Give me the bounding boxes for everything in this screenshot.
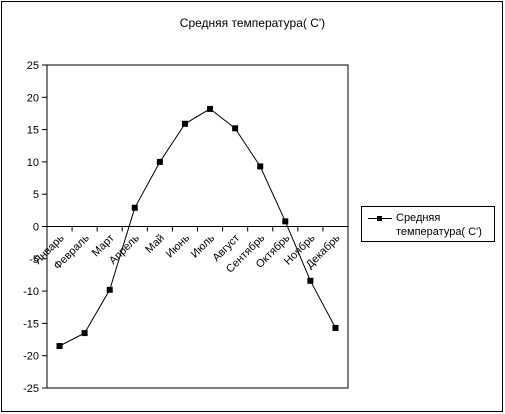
data-point-marker (156, 158, 163, 165)
y-tick-label: -20 (23, 351, 39, 363)
data-point-marker (282, 218, 289, 225)
data-point-marker (181, 120, 188, 127)
y-tick-label: 15 (27, 125, 39, 137)
legend-label: Средняя температура( С') (396, 212, 482, 238)
data-point-marker (106, 286, 113, 293)
series-line (59, 108, 336, 347)
data-point-marker (56, 343, 63, 350)
y-tick-label: -25 (23, 383, 39, 395)
legend: Средняя температура( С') (361, 206, 495, 242)
data-point-marker (81, 330, 88, 337)
y-tick-label: 5 (33, 189, 39, 201)
data-point-marker (307, 277, 314, 284)
data-point-marker (257, 163, 264, 170)
y-axis: 25 20 15 10 5 0 -5 -10 -15 -20 -25 (23, 60, 47, 395)
series-layer (56, 105, 339, 350)
y-tick-label: -10 (23, 286, 39, 298)
y-tick-label: -15 (23, 318, 39, 330)
data-point-marker (131, 204, 138, 211)
y-tick-label: -5 (29, 254, 39, 266)
data-point-marker (332, 324, 339, 331)
chart-title: Средняя температура( С') (179, 16, 326, 30)
data-point-marker (207, 105, 214, 112)
y-tick-label: 10 (27, 157, 39, 169)
y-tick-label: 20 (27, 92, 39, 104)
y-tick-label: 0 (33, 222, 39, 234)
y-tick-label: 25 (27, 60, 39, 72)
legend-marker-icon (377, 216, 382, 221)
data-point-marker (232, 125, 239, 132)
